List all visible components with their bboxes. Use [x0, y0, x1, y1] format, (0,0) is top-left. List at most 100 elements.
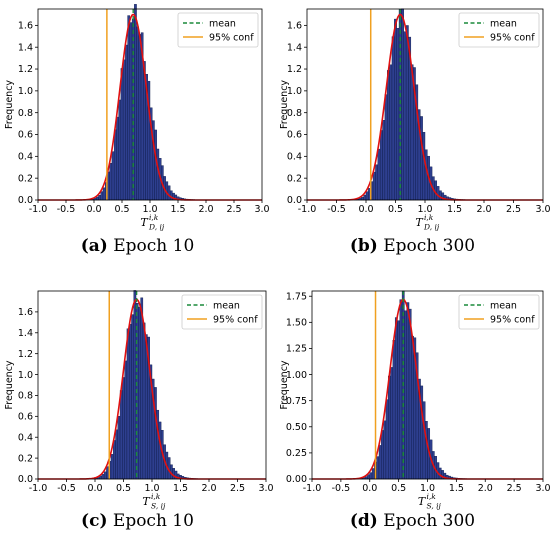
y-tick-label: 1.4 — [18, 42, 33, 53]
histogram-bar — [129, 22, 133, 201]
histogram-bar — [117, 416, 121, 480]
histogram-bar — [436, 186, 440, 201]
histogram-bar — [371, 468, 375, 480]
legend-mean-label: mean — [490, 19, 517, 30]
histogram-bar — [389, 64, 393, 201]
caption-b: (b) Epoch 300 — [275, 236, 550, 256]
histogram-bar — [381, 430, 384, 480]
histogram-bar — [103, 471, 107, 480]
x-tick-label: 1.5 — [170, 204, 185, 215]
y-tick-label: 0.6 — [287, 130, 302, 141]
legend-mean-label: mean — [209, 19, 236, 30]
y-tick-label: 0.2 — [287, 173, 302, 184]
x-tick-label: -0.5 — [332, 483, 351, 494]
legend-conf-label: 95% conf — [490, 33, 535, 44]
y-tick-label: 1.6 — [18, 21, 33, 32]
histogram-bar — [384, 94, 388, 201]
histogram-bar — [167, 185, 171, 201]
x-tick-label: 2.0 — [476, 204, 491, 215]
x-tick-label: -1.0 — [298, 204, 317, 215]
x-tick-label: 1.5 — [449, 483, 464, 494]
y-tick-label: 1.00 — [286, 370, 307, 381]
histogram-bar — [387, 70, 390, 201]
x-tick-label: 3.0 — [535, 483, 550, 494]
histogram-bar — [116, 116, 119, 201]
chart-panel-b: -1.0 -0.5 0.0 0.5 1.0 1.5 2.0 2.5 3.0 0.0 0.2 0.4 0.… — [275, 0, 550, 270]
caption-text-c: Epoch 10 — [112, 511, 194, 531]
histogram-bar — [118, 99, 122, 201]
x-axis-label-sub: S, ij — [151, 502, 166, 511]
histogram-bar — [375, 164, 379, 201]
caption-d: (d) Epoch 300 — [275, 511, 550, 531]
histogram-bar — [388, 375, 391, 480]
caption-c: (c) Epoch 10 — [0, 511, 275, 531]
chart-panel-a: -1.0 -0.5 0.0 0.5 1.0 1.5 2.0 2.5 3.0 0.0 0.2 0.4 0.… — [0, 0, 275, 270]
x-tick-label: 1.5 — [173, 483, 188, 494]
histogram-bar — [172, 468, 176, 480]
histogram-bar — [404, 310, 407, 480]
histogram-bar — [376, 456, 380, 480]
x-axis-label-sup: i,k — [151, 492, 161, 501]
caption-text-a: Epoch 10 — [113, 236, 195, 256]
histogram-bar — [399, 299, 403, 480]
histogram-bar — [401, 8, 404, 201]
legend-conf-label: 95% conf — [213, 315, 258, 326]
caption-letter-b: (b) — [349, 236, 378, 256]
histogram-bar — [142, 322, 146, 480]
legend-mean-label: mean — [213, 301, 240, 312]
x-axis-label-sup: i,k — [424, 213, 434, 222]
histogram-bar — [110, 454, 114, 480]
y-tick-label: 0.0 — [287, 195, 302, 206]
y-tick-label: 0.8 — [287, 108, 302, 119]
x-tick-label: 3.0 — [258, 483, 273, 494]
histogram-bar — [136, 26, 139, 201]
histogram-bar — [438, 190, 442, 201]
histogram-bar — [372, 171, 376, 201]
histogram-bar — [126, 328, 130, 480]
y-tick-label: 0.4 — [287, 152, 302, 163]
x-tick-label: 2.5 — [507, 483, 522, 494]
histogram-bar — [109, 163, 113, 201]
x-tick-label: 2.5 — [226, 204, 241, 215]
histogram-bar — [369, 472, 373, 480]
histogram-bar — [420, 116, 423, 201]
x-axis-label: T — [418, 495, 427, 508]
histogram-bar — [382, 120, 386, 201]
histogram-bar — [365, 191, 369, 201]
histogram-bar — [113, 440, 116, 480]
histogram-bar — [379, 130, 383, 201]
histogram-bar — [390, 367, 394, 480]
histogram-bar — [100, 191, 104, 201]
histogram-bar — [391, 36, 395, 201]
histogram-bar — [403, 31, 407, 201]
y-tick-label: 0.6 — [18, 412, 33, 423]
legend-mean-label: mean — [490, 301, 517, 312]
histogram-bar — [367, 474, 370, 480]
histogram-bar — [138, 306, 141, 480]
legend-box — [177, 12, 259, 48]
histogram-bar — [127, 15, 131, 201]
histogram-bar — [99, 475, 103, 480]
histogram-bar — [138, 34, 142, 201]
x-tick-label: 1.0 — [420, 483, 435, 494]
x-axis-label-sup: i,k — [149, 213, 159, 222]
x-tick-label: 0.0 — [362, 483, 377, 494]
chart-svg-d: -1.0 -0.5 0.0 0.5 1.0 1.5 2.0 2.5 3.0 0.00 0.25 0.5… — [279, 290, 550, 511]
x-tick-label: 0.5 — [388, 204, 403, 215]
y-tick-label: 0.50 — [286, 422, 307, 433]
histogram-bar — [154, 129, 157, 201]
x-axis-label-sub: S, ij — [427, 502, 442, 511]
y-tick-label: 1.6 — [287, 21, 302, 32]
histogram-bar — [98, 195, 101, 201]
x-tick-label: 0.5 — [114, 204, 129, 215]
x-tick-label: 0.5 — [391, 483, 406, 494]
y-tick-label: 0.2 — [18, 173, 33, 184]
histogram-bar — [102, 187, 106, 201]
histogram-bar — [113, 129, 117, 201]
histogram-bar — [378, 445, 382, 480]
histogram-bar — [131, 314, 134, 480]
histogram-bar — [125, 44, 128, 201]
y-tick-label: 1.2 — [287, 64, 302, 75]
histogram-bar — [422, 132, 426, 201]
histogram-bar — [169, 190, 173, 201]
